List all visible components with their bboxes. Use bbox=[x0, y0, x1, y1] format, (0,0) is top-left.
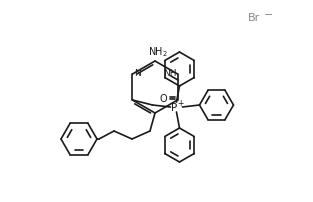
Text: −: − bbox=[264, 10, 273, 20]
Text: Br: Br bbox=[248, 13, 260, 23]
Text: NH$_2$: NH$_2$ bbox=[148, 45, 168, 59]
Text: NH: NH bbox=[163, 68, 176, 77]
Text: O: O bbox=[160, 94, 167, 103]
Text: N: N bbox=[134, 68, 141, 77]
Text: +: + bbox=[177, 99, 184, 108]
Text: P: P bbox=[171, 102, 177, 113]
